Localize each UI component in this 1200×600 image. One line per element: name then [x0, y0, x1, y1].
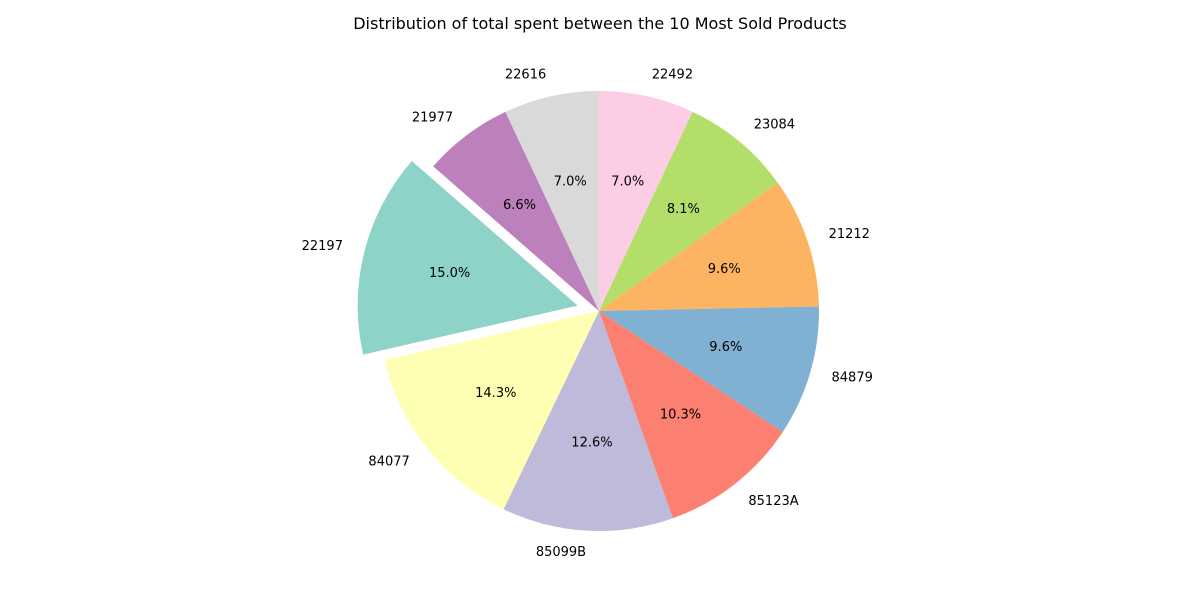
slice-label-23084: 23084 — [754, 117, 795, 132]
slice-label-22492: 22492 — [652, 67, 693, 82]
slice-percent-22492: 7.0% — [611, 175, 644, 190]
pie-slice-85099b — [503, 311, 673, 531]
pie-slice-23084 — [599, 111, 778, 311]
pie-slice-22492 — [599, 91, 693, 311]
slice-percent-21977: 6.6% — [503, 198, 536, 213]
slice-percent-22197: 15.0% — [429, 266, 470, 281]
slice-label-85099b: 85099B — [536, 545, 586, 560]
slice-label-85123a: 85123A — [748, 494, 798, 509]
pie-slices — [357, 91, 819, 531]
slice-label-22197: 22197 — [302, 239, 343, 254]
slice-label-84077: 84077 — [368, 454, 409, 469]
pie-slice-22616 — [505, 91, 599, 311]
slice-percent-85123a: 10.3% — [660, 407, 701, 422]
pie-labels: 22492 7.0% 23084 8.1% 21212 9.6% 84879 9.6% 8512… — [302, 67, 873, 560]
slice-percent-85099b: 12.6% — [571, 435, 612, 450]
slice-label-21212: 21212 — [829, 227, 870, 242]
pie-slice-84077 — [384, 311, 599, 510]
slice-label-84879: 84879 — [832, 371, 873, 386]
pie-slice-22197 — [357, 161, 578, 355]
slice-percent-22616: 7.0% — [554, 175, 587, 190]
slice-label-22616: 22616 — [505, 67, 546, 82]
pie-slice-85123a — [599, 311, 783, 519]
slice-percent-23084: 8.1% — [667, 202, 700, 217]
slice-percent-21212: 9.6% — [708, 262, 741, 277]
slice-percent-84077: 14.3% — [475, 386, 516, 401]
pie-slice-84879 — [599, 306, 819, 432]
chart-title: Distribution of total spent between the … — [353, 14, 847, 33]
slice-percent-84879: 9.6% — [709, 340, 742, 355]
pie-slice-21212 — [599, 182, 819, 311]
pie-slice-21977 — [433, 111, 599, 311]
slice-label-21977: 21977 — [412, 110, 453, 125]
